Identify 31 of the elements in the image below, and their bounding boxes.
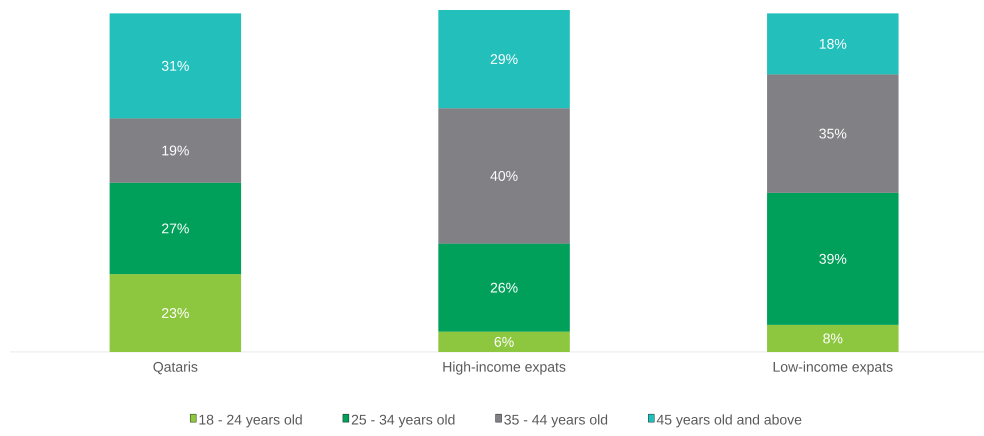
bar	[110, 274, 242, 352]
bar	[110, 118, 242, 183]
bar	[438, 332, 570, 352]
data-label: 35%	[819, 128, 846, 139]
data-label: 29%	[490, 54, 518, 64]
x-tick-label: Low-income expats	[774, 362, 893, 375]
data-label: 27%	[162, 223, 189, 234]
bar	[438, 108, 570, 244]
bar	[767, 74, 899, 193]
data-label: 31%	[162, 60, 189, 71]
data-label: 26%	[490, 282, 518, 293]
bar	[767, 324, 899, 352]
legend-label: 18 - 24 years old	[199, 414, 302, 428]
bar	[767, 192, 899, 325]
legend-label: 35 - 44 years old	[504, 414, 608, 428]
bar	[110, 182, 242, 274]
data-label: 23%	[162, 308, 189, 318]
bar	[110, 13, 242, 118]
data-label: 8%	[823, 333, 842, 344]
bar	[767, 13, 899, 74]
x-tick-label: Qataris	[153, 362, 198, 374]
x-tick-label: High-income expats	[443, 362, 566, 375]
bar	[438, 10, 570, 108]
data-label: 39%	[819, 254, 846, 264]
data-label: 6%	[494, 336, 514, 347]
data-label: 18%	[820, 38, 846, 49]
legend-label: 45 years old and above	[656, 414, 802, 428]
bar	[438, 244, 570, 332]
data-label: 19%	[162, 146, 189, 156]
data-label: 40%	[490, 170, 518, 181]
legend-label: 25 - 34 years old	[352, 414, 454, 428]
